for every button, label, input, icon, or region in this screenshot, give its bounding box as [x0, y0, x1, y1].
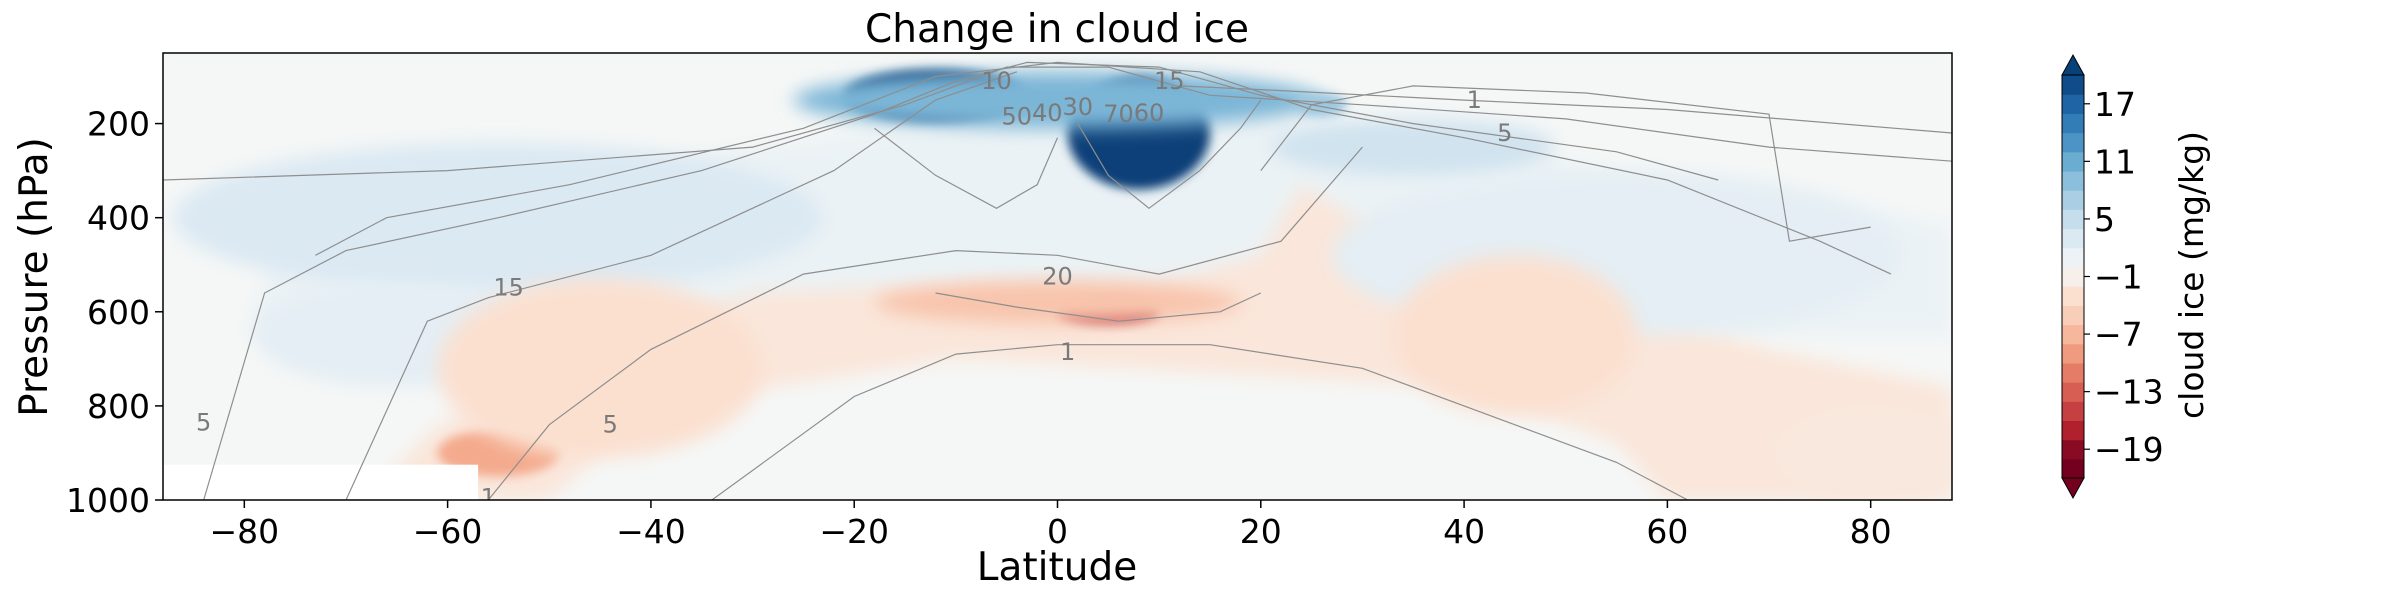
contour-label: 5: [196, 408, 211, 436]
colorbar-tick-label: −13: [2094, 373, 2164, 412]
x-tick-label: −20: [819, 512, 889, 551]
field-feature: [1271, 118, 1556, 176]
colorbar: 17 11 5 −1 −7 −13 −19: [2061, 53, 2164, 500]
contour-label: 60: [1134, 99, 1165, 127]
y-tick-label: 600: [87, 293, 150, 332]
field-feature: [874, 281, 1241, 324]
colorbar-segment: [2062, 439, 2084, 460]
y-axis-label: Pressure (hPa): [12, 137, 57, 417]
colorbar-segment: [2062, 113, 2084, 134]
colorbar-segment: [2062, 401, 2084, 422]
colorbar-extend-min: [2061, 477, 2085, 500]
x-tick-label: 60: [1646, 512, 1688, 551]
x-tick-label: −80: [209, 512, 279, 551]
contour-line: [203, 61, 1719, 500]
colorbar-segment: [2062, 458, 2084, 479]
colorbar-segment: [2062, 75, 2084, 95]
contour-label: 40: [1032, 99, 1063, 127]
y-tick-label: 1000: [66, 481, 150, 520]
colorbar-segment: [2062, 228, 2084, 249]
contour-label: 30: [1063, 93, 1094, 121]
colorbar-segment: [2062, 151, 2084, 172]
y-tick-label: 400: [87, 199, 150, 238]
field-feature: [1392, 255, 1637, 416]
contour-line: [1179, 85, 1952, 134]
colorbar-tick-label: 17: [2094, 85, 2136, 124]
colorbar-segment: [2062, 190, 2084, 210]
colorbar-extend-max: [2061, 53, 2085, 76]
colorbar-tick-label: −7: [2094, 315, 2143, 354]
colorbar-tick-label: 5: [2094, 200, 2115, 239]
colorbar-segment: [2062, 362, 2084, 383]
x-axis-label: Latitude: [977, 545, 1138, 590]
contour-line: [1077, 99, 1262, 210]
field-feature: [1769, 401, 1952, 500]
y-axis: 200 400 600 800 1000: [66, 105, 163, 520]
contour-label: 50: [1002, 103, 1033, 131]
contour-label: 5: [1497, 119, 1512, 147]
contour-label: 10: [981, 67, 1012, 95]
contour-line: [345, 71, 1017, 500]
x-tick-label: 20: [1240, 512, 1282, 551]
contour-line: [874, 127, 1059, 209]
colorbar-segment: [2062, 420, 2084, 441]
colorbar-tick-label: 11: [2094, 142, 2136, 181]
y-tick-label: 800: [87, 387, 150, 426]
contour-line: [935, 292, 1262, 322]
colorbar-segment: [2062, 286, 2084, 306]
contour-line: [163, 66, 1952, 181]
colorbar-segment: [2062, 343, 2084, 364]
colorbar-segment: [2062, 305, 2084, 326]
x-tick-label: −40: [616, 512, 686, 551]
colorbar-tick-label: −1: [2094, 258, 2143, 297]
contour-label: 1: [1467, 86, 1482, 114]
contour-label: 1: [481, 484, 496, 512]
contour-line: [487, 146, 1363, 500]
contour-label: 70: [1103, 100, 1134, 128]
contour-line: [711, 344, 1688, 500]
x-axis: −80 −60 −40 −20 0 20 40 60 80: [209, 500, 1892, 551]
colorbar-segment: [2062, 266, 2084, 287]
contour-label: 5: [603, 411, 618, 439]
y-tick-label: 200: [87, 105, 150, 144]
colorbar-segment: [2062, 382, 2084, 402]
contour-lines: [163, 61, 1952, 500]
colorbar-segment: [2062, 170, 2084, 191]
x-tick-label: 0: [1047, 512, 1068, 551]
colorbar-label: cloud ice (mg/kg): [2172, 131, 2211, 419]
colorbar-segment: [2062, 132, 2084, 153]
colorbar-tick-label: −19: [2094, 430, 2164, 469]
colorbar-segment: [2062, 94, 2084, 114]
colorbar-segment: [2062, 209, 2084, 230]
x-tick-label: 40: [1443, 512, 1485, 551]
field-feature: [1296, 93, 1348, 117]
contour-label: 1: [1060, 338, 1075, 366]
field-feature: [437, 278, 763, 458]
x-tick-label: −60: [413, 512, 483, 551]
x-tick-label: 80: [1850, 512, 1892, 551]
contour-label: 15: [493, 273, 524, 301]
colorbar-segment: [2062, 247, 2084, 268]
chart-title: Change in cloud ice: [865, 7, 1249, 52]
field-band: [366, 184, 1952, 500]
contour-label: 15: [1154, 67, 1185, 95]
contour-line: [315, 61, 1892, 275]
colorbar-segment: [2062, 324, 2084, 345]
contour-label: 20: [1042, 263, 1073, 291]
contour-line: [1260, 85, 1871, 242]
missing-data-mask: [163, 464, 479, 500]
